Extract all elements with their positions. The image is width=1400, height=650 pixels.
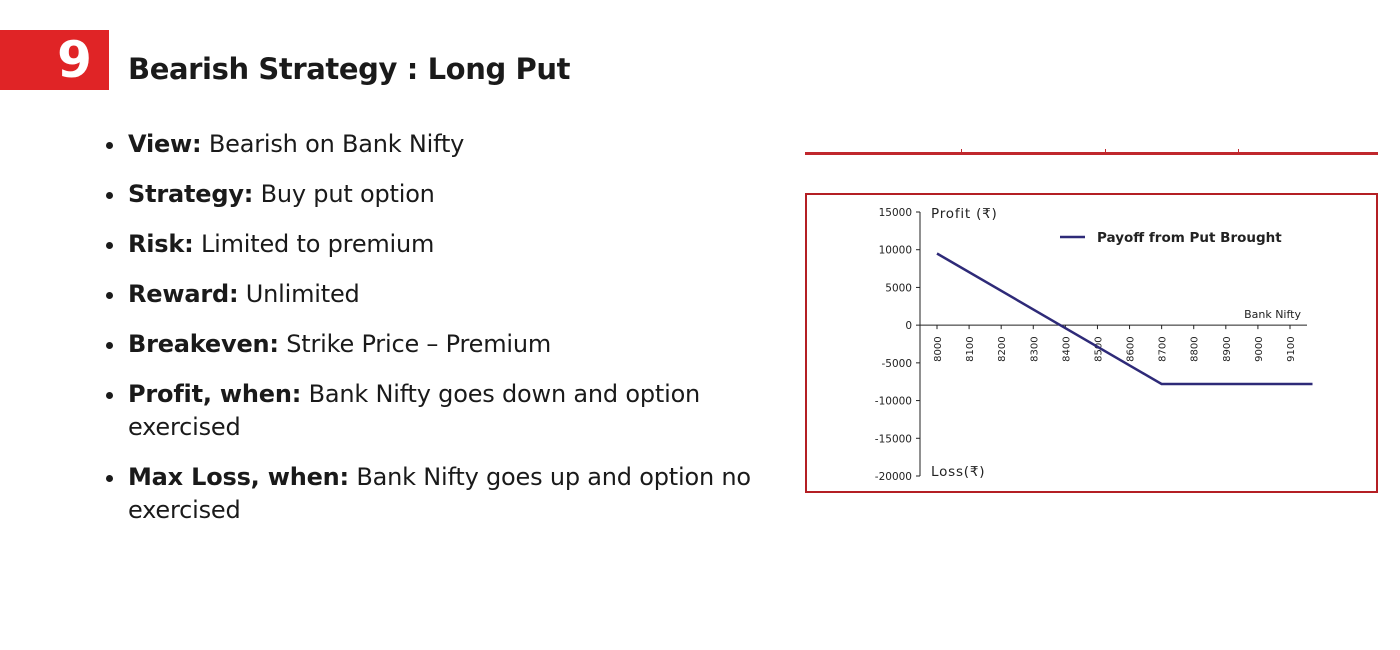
bullet-continuation: exercised <box>128 413 241 441</box>
bullet-breakeven: Breakeven: Strike Price – Premium <box>102 328 750 361</box>
bullet-view: View: Bearish on Bank Nifty <box>102 128 750 161</box>
bullet-text: Buy put option <box>253 180 435 208</box>
legend-label: Payoff from Put Brought <box>1097 230 1282 246</box>
bullet-continuation: exercised <box>128 496 241 524</box>
bullet-label: Strategy: <box>128 180 254 208</box>
series-line-payoff <box>936 252 1313 386</box>
y-axis-label-loss: Loss(₹) <box>931 464 985 480</box>
slide-number-badge: 9 <box>0 30 109 90</box>
x-tick-label: 8700 <box>1158 336 1169 361</box>
x-tick-label: 8400 <box>1061 336 1072 361</box>
x-tick-label: 8100 <box>965 336 976 361</box>
x-tick-label: 8000 <box>933 336 944 361</box>
bullet-text: Strike Price – Premium <box>278 330 552 358</box>
bullet-label: View: <box>128 130 202 158</box>
x-tick-label: 8500 <box>1093 336 1104 361</box>
y-tick-label: 15000 <box>879 207 912 219</box>
decorative-rule <box>805 152 1378 155</box>
bullet-strategy: Strategy: Buy put option <box>102 178 750 211</box>
y-tick-label: 5000 <box>885 282 912 294</box>
y-tick-label: 10000 <box>879 245 912 257</box>
rule-tick <box>1105 149 1106 153</box>
bullet-text: Bank Nifty goes up and option not <box>348 463 750 491</box>
bullet-label: Max Loss, when: <box>128 463 349 491</box>
bullet-text: Unlimited <box>238 280 360 308</box>
payoff-chart-svg: 15000 10000 5000 0 -5000 -10000 -15000 -20000 80… <box>875 206 1313 483</box>
y-axis-label-profit: Profit (₹) <box>931 206 998 222</box>
x-axis-label: Bank Nifty <box>1244 308 1301 321</box>
slide-number: 9 <box>57 31 92 89</box>
y-tick-label: 0 <box>905 320 912 332</box>
bullet-label: Risk: <box>128 230 194 258</box>
y-tick-label: -20000 <box>875 471 912 483</box>
x-tick-label: 8900 <box>1222 336 1233 361</box>
bullet-text: Limited to premium <box>193 230 435 258</box>
bullet-text: Bank Nifty goes down and option <box>301 380 701 408</box>
bullet-label: Profit, when: <box>128 380 302 408</box>
bullet-label: Reward: <box>128 280 239 308</box>
x-tick-label: 8300 <box>1029 336 1040 361</box>
x-tick-label: 9100 <box>1286 336 1297 361</box>
y-tick-label: -5000 <box>881 358 912 370</box>
bullet-reward: Reward: Unlimited <box>102 278 750 311</box>
x-tick-label: 8800 <box>1190 336 1201 361</box>
rule-tick <box>961 149 962 153</box>
rule-tick <box>1238 149 1239 153</box>
y-tick-label: -10000 <box>875 396 912 408</box>
bullet-list: View: Bearish on Bank Nifty Strategy: Bu… <box>102 128 750 544</box>
x-tick-label: 8600 <box>1126 336 1137 361</box>
x-tick-label: 9000 <box>1254 336 1265 361</box>
y-tick-label: -15000 <box>875 433 912 445</box>
bullet-text: Bearish on Bank Nifty <box>201 130 465 158</box>
payoff-chart: 15000 10000 5000 0 -5000 -10000 -15000 -20000 80… <box>805 193 1378 493</box>
bullet-label: Breakeven: <box>128 330 279 358</box>
bullet-profit: Profit, when: Bank Nifty goes down and o… <box>102 378 750 444</box>
slide-title: Bearish Strategy : Long Put <box>128 52 571 86</box>
bullet-max-loss: Max Loss, when: Bank Nifty goes up and o… <box>102 461 750 527</box>
bullet-risk: Risk: Limited to premium <box>102 228 750 261</box>
x-tick-label: 8200 <box>997 336 1008 361</box>
